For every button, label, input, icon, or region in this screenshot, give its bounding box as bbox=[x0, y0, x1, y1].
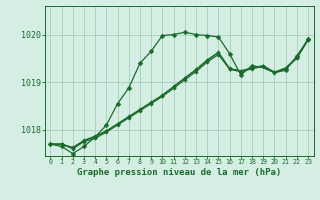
X-axis label: Graphe pression niveau de la mer (hPa): Graphe pression niveau de la mer (hPa) bbox=[77, 168, 281, 177]
